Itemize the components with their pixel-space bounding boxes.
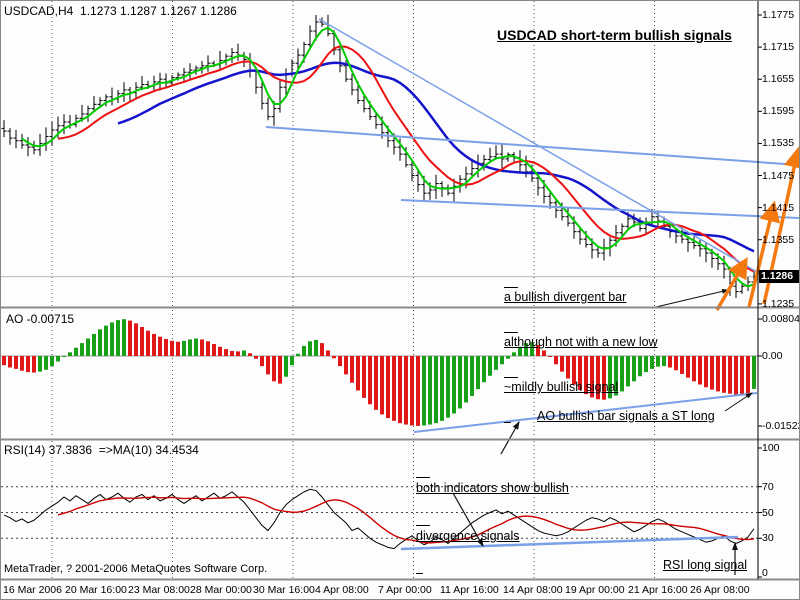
price-axis-label: 1.1715 xyxy=(762,41,795,53)
divergent-annotation-line2: although not with a new low xyxy=(504,335,658,349)
time-axis-label: 26 Apr 08:00 xyxy=(690,584,750,596)
symbol-ohlc-label: USDCAD,H4 1.1273 1.1287 1.1267 1.1286 xyxy=(4,4,237,18)
current-price-tag: 1.1286 xyxy=(759,270,799,283)
ma-mid-line xyxy=(57,45,755,273)
time-axis-label: 28 Mar 00:00 xyxy=(190,584,252,596)
price-axis-label: 1.1235 xyxy=(762,298,795,310)
rsi-axis-label: 100 xyxy=(762,442,780,454)
price-axis-label: 1.1595 xyxy=(762,105,795,117)
rsi-divergence-annotation: both indicators show bullish divergence … xyxy=(416,448,569,576)
divergent-annotation-line1: a bullish divergent bar xyxy=(504,290,627,304)
rsi-axis-label: 0 xyxy=(762,567,768,579)
time-axis-label: 16 Mar 2006 xyxy=(3,584,62,596)
divergent-bar-annotation: a bullish divergent bar although not wit… xyxy=(504,260,658,425)
orange-up-arrow-1 xyxy=(715,256,748,311)
price-axis-label: 1.1355 xyxy=(762,234,795,246)
ao-axis-label: 0.00804 xyxy=(762,313,800,325)
rsi-divergence-line2: divergence signals xyxy=(416,529,520,543)
rsi-line xyxy=(3,488,755,550)
rsi-to-ao-arrow xyxy=(500,420,520,455)
price-axis-label: 1.1775 xyxy=(762,9,795,21)
rsi-axis-label: 50 xyxy=(762,507,774,519)
rsi-ma-line xyxy=(57,496,755,544)
price-axis-label: 1.1655 xyxy=(762,73,795,85)
ma-slow-line xyxy=(117,61,755,253)
price-axis-label: 1.1475 xyxy=(762,170,795,182)
ao-signal-annotation: AO bullish bar signals a ST long xyxy=(537,409,715,423)
time-axis-label: 11 Apr 16:00 xyxy=(440,584,499,596)
ao-indicator-label: AO -0.00715 xyxy=(6,312,75,326)
price-trend-line-3 xyxy=(400,199,799,219)
vertical-gridlines xyxy=(51,1,655,579)
rsi-divergence-line1: both indicators show bullish xyxy=(416,481,569,495)
time-axis-label: 21 Apr 16:00 xyxy=(628,584,688,596)
time-axis-label: 4 Apr 08:00 xyxy=(315,584,369,596)
ma-fast-line xyxy=(21,26,755,288)
panel-frame xyxy=(1,1,799,581)
rsi-divergence-arrow xyxy=(452,492,484,548)
rsi-axis-label: 30 xyxy=(762,532,774,544)
ao-trend-line xyxy=(413,392,758,433)
time-axis-label: 14 Apr 08:00 xyxy=(503,584,563,596)
price-trend-lines xyxy=(265,18,799,273)
rsi-axis-label: 70 xyxy=(762,481,774,493)
rsi-long-annotation: RSI long signal xyxy=(663,558,748,572)
time-axis-label: 7 Apr 00:00 xyxy=(378,584,432,596)
price-bars xyxy=(1,14,757,299)
time-axis-label: 30 Mar 16:00 xyxy=(253,584,315,596)
divergent-annotation-line3: ~mildly bullish signal xyxy=(504,380,619,394)
price-axis-label: 1.1535 xyxy=(762,137,795,149)
time-axis-label: 19 Apr 00:00 xyxy=(565,584,625,596)
time-axis-label: 20 Mar 16:00 xyxy=(65,584,127,596)
rsi-indicator-label: RSI(14) 37.3836 =>MA(10) 34.4534 xyxy=(4,443,199,457)
rsi-level-lines xyxy=(1,486,758,539)
time-axis-label: 23 Mar 08:00 xyxy=(128,584,190,596)
ao-bars xyxy=(2,319,756,426)
price-trend-line-2 xyxy=(265,126,799,166)
ao-axis-label: -0.01522 xyxy=(762,420,800,432)
chart-title-annotation: USDCAD short-term bullish signals xyxy=(497,27,732,43)
divergent-bar-arrow xyxy=(655,288,729,308)
ao-signal-arrow xyxy=(724,392,753,412)
copyright-footer: MetaTrader, ? 2001-2006 MetaQuotes Softw… xyxy=(4,563,268,575)
orange-up-arrow-2 xyxy=(747,200,781,308)
price-axis-label: 1.1415 xyxy=(762,202,795,214)
rsi-trend-line xyxy=(400,535,739,551)
ao-axis-label: 0.00 xyxy=(762,350,783,362)
